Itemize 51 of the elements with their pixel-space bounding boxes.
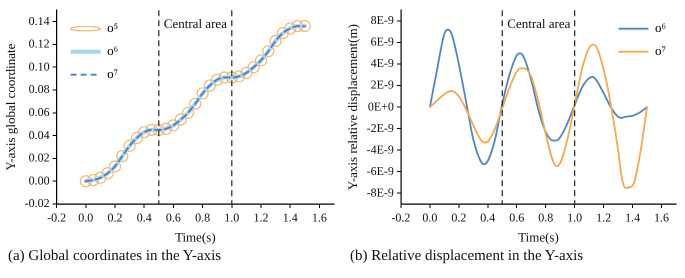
y-tick-label: 2E-9 [370,78,394,92]
x-tick-label: 0.0 [422,210,438,224]
x-tick-label: 0.2 [451,210,466,224]
x-tick-label: 0.0 [78,210,94,224]
x-tick-label: 0.6 [509,210,524,224]
y-tick-label: -4E-9 [366,142,394,156]
y-tick-label: 0.14 [28,14,50,28]
y-tick-label: 6E-9 [370,34,394,49]
text: (a) Global coordinates in the Y-axis [7,248,222,265]
annotation: Central area [507,16,571,32]
x-tick-label: 1.6 [312,210,327,224]
x-tick-label: -0.2 [47,210,66,224]
y-axis-title: Y-axis global coordinate [3,43,18,171]
x-tick-label: 0.4 [136,210,152,224]
x-axis-title: Time(s) [174,230,216,245]
y-tick-label: 0.06 [28,104,50,119]
y-tick-label: 0.10 [28,59,50,74]
y-tick-label: -8E-9 [366,185,394,200]
x-tick-label: 1.0 [224,210,240,224]
y-tick-label: 8E-9 [370,13,394,28]
y-tick-label: -2E-9 [366,120,394,135]
x-tick-label: 0.8 [538,210,554,224]
y-tick-label: 0.00 [28,173,50,188]
x-axis-title: Time(s) [518,230,559,245]
x-tick-label: 0.2 [107,210,122,224]
x-tick-label: -0.2 [391,210,410,224]
x-tick-label: 1.2 [596,210,612,224]
y-tick-label: 0.08 [28,82,50,96]
legend-label: o⁷ [654,43,666,58]
y-tick-label: 0E+0 [368,99,394,114]
text: (b) Relative displacement in the Y-axis [349,248,584,265]
legend-label: o⁶ [107,43,118,58]
y-tick-label: -6E-9 [366,164,394,178]
annotation: Central area [164,16,228,32]
y-axis-title: Y-axis relative displacement(m) [345,24,360,190]
y-tick-label: 0.02 [28,150,50,165]
x-tick-label: 1.2 [254,210,268,224]
legend-label: o⁶ [654,20,666,36]
x-tick-label: 1.6 [654,210,670,224]
x-tick-label: 0.4 [480,210,496,224]
x-tick-label: 1.4 [625,210,640,224]
legend-label: o⁷ [107,66,118,82]
x-tick-label: 1.0 [567,210,582,224]
legend-label: o⁵ [107,20,118,36]
y-tick-label: -0.02 [24,196,50,210]
x-tick-label: 0.8 [195,210,210,224]
x-tick-label: 0.6 [166,210,181,224]
y-tick-label: 4E-9 [370,56,394,70]
x-tick-label: 1.4 [282,210,298,224]
y-tick-label: 0.04 [28,128,50,142]
y-tick-label: 0.12 [28,36,50,51]
